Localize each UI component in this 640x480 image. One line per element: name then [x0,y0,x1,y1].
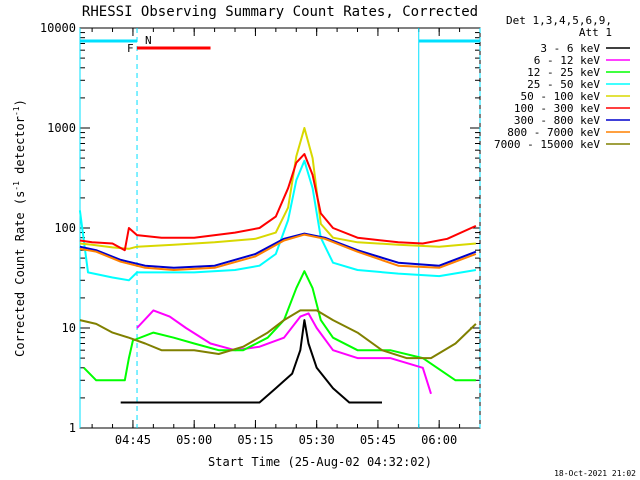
y-axis-label: Corrected Count Rate (s-1 detector-1) [12,99,27,357]
y-axis-label-part3: ) [13,99,27,106]
y-tick-label: 1 [69,421,76,435]
x-tick-label: 05:30 [299,433,335,447]
y-axis-label-part2: detector [13,116,27,181]
y-axis-label-part1: Corrected Count Rate (s [13,191,27,357]
series-line-6-12-kev [136,309,432,395]
legend-entry-label: 800 - 7000 keV [507,126,600,139]
x-axis-label: Start Time (25-Aug-02 04:32:02) [208,455,432,469]
series-line-12-25-kev [83,270,476,382]
series-line-3-6-kev [120,319,382,404]
flare-flag-label: F [127,42,134,55]
y-tick-label: 100 [54,221,76,235]
legend-entry-label: 50 - 100 keV [521,90,601,103]
legend-entry-label: 3 - 6 keV [540,42,600,55]
series-line-300-800-kev [79,232,477,269]
night-flag-label: N [145,34,152,47]
series-line-50-100-kev [79,127,476,250]
series-line-800-7000-kev [79,233,477,271]
legend-entry-label: 100 - 300 keV [514,102,600,115]
legend-entry-label: 12 - 25 keV [527,66,600,79]
y-tick-label: 10 [62,321,76,335]
y-axis-label-sup1: -1 [12,181,21,191]
x-tick-label: 05:45 [360,433,396,447]
series-line-100-300-kev [79,153,477,252]
x-tick-label: 04:45 [115,433,151,447]
series-line-7000-15000-kev [79,309,477,360]
footer-date: 18-Oct-2021 21:02 [554,469,636,478]
legend-header-line: Det 1,3,4,5,6,9, [506,14,612,27]
legend-entry-label: 7000 - 15000 keV [494,138,600,151]
x-tick-label: 06:00 [421,433,457,447]
chart-title: RHESSI Observing Summary Count Rates, Co… [82,4,478,20]
y-axis-label-sup2: -1 [12,106,21,116]
legend-entry-label: 6 - 12 keV [534,54,601,67]
x-tick-label: 05:15 [237,433,273,447]
y-tick-label: 1000 [47,121,76,135]
legend-header-line: Att 1 [579,26,612,39]
legend-entry-label: 300 - 800 keV [514,114,600,127]
legend-entry-label: 25 - 50 keV [527,78,600,91]
x-tick-label: 05:00 [176,433,212,447]
series-line-25-50-kev [78,159,477,282]
y-tick-label: 10000 [40,21,76,35]
